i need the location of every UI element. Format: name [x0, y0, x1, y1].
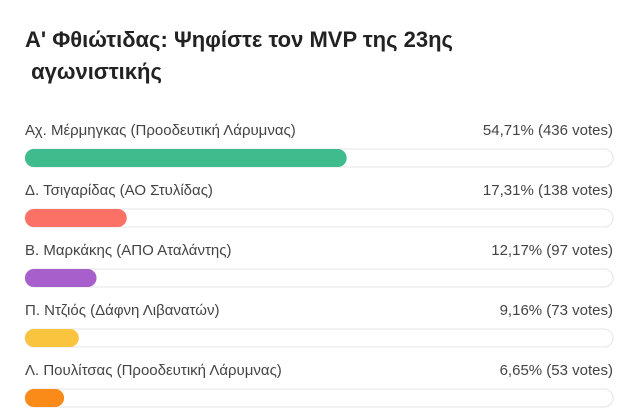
option-label: Β. Μαρκάκης (ΑΠΟ Αταλάντης) [25, 242, 231, 259]
option-result: 17,31% (138 votes) [483, 182, 613, 199]
bar [25, 209, 127, 227]
bar [25, 149, 347, 167]
option-label: Π. Ντζιός (Δάφνη Λιβανατών) [25, 302, 219, 319]
option-result: 6,65% (53 votes) [500, 362, 613, 379]
option-result: 54,71% (436 votes) [483, 122, 613, 139]
option-label: Λ. Πουλίτσας (Προοδευτική Λάρυμνας) [25, 362, 282, 379]
bar [25, 389, 65, 407]
option-result: 9,16% (73 votes) [500, 302, 613, 319]
bar-track [24, 268, 614, 288]
bar [25, 269, 97, 287]
poll-title: Α' Φθιώτιδας: Ψηφίστε τον MVP της 23ης α… [25, 27, 453, 84]
bar-track [24, 388, 614, 408]
option-label: Αχ. Μέρμηγκας (Προοδευτική Λάρυμνας) [25, 122, 296, 139]
option-label: Δ. Τσιγαρίδας (ΑΟ Στυλίδας) [25, 182, 213, 199]
bar [25, 329, 79, 347]
bar-track [24, 328, 614, 348]
option-result: 12,17% (97 votes) [491, 242, 613, 259]
